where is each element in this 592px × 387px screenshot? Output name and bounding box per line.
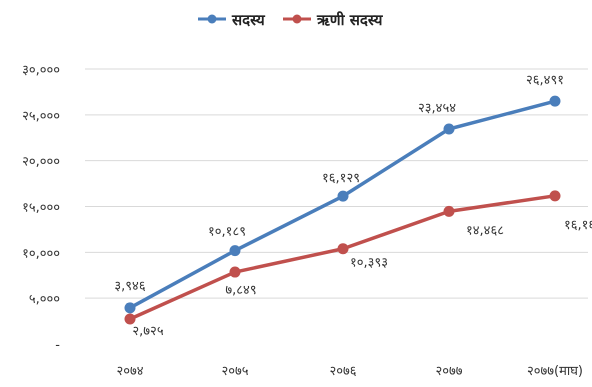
y-tick-label: ५,००० [29,292,60,307]
data-label: १६,१२९ [322,171,360,186]
y-tick-label: १५,००० [22,201,60,216]
x-axis-ticks: २०७४ २०७५ २०७६ २०७७ २०७७(माघ) [116,364,583,379]
legend-item-members: सदस्य [198,11,266,29]
data-point [229,266,241,278]
data-point [549,190,561,202]
legend-marker-members [207,14,217,24]
data-point [337,190,349,202]
y-tick-label: १०,००० [22,246,60,261]
data-point [124,313,136,325]
series-borrowers: २,७२५ ७,८४९ १०,३९३ १४,४६८ १६,१६४ [124,190,592,339]
data-label: २३,४५४ [418,101,456,116]
data-point [443,123,455,135]
data-point [229,245,241,257]
legend-item-borrowers: ऋणी सदस्य [283,11,384,29]
data-point [443,205,455,217]
y-tick-label: ३०,००० [22,63,60,78]
y-tick-label: २५,००० [22,109,60,124]
x-tick-label: २०७७(माघ) [527,364,583,379]
legend-label-members: सदस्य [231,11,266,29]
gridlines [85,68,588,299]
y-tick-label: २०,००० [22,155,60,170]
data-label: ७,८४९ [225,283,256,298]
data-label: ३,९४६ [114,279,145,294]
data-point [124,302,136,314]
x-tick-label: २०७४ [116,364,143,379]
x-tick-label: २०७५ [221,364,248,379]
legend-label-borrowers: ऋणी सदस्य [316,11,384,29]
y-tick-label: - [55,338,60,353]
data-label: १४,४६८ [466,223,504,238]
data-label: १६,१६४ [564,218,592,233]
data-point [337,243,349,255]
legend-marker-borrowers [292,14,302,24]
y-axis-ticks: - ५,००० १०,००० १५,००० २०,००० २५,००० ३०,००० [22,63,60,353]
series-line [129,194,556,321]
x-tick-label: २०७६ [329,364,356,379]
data-label: १०,३९३ [350,256,388,271]
legend: सदस्य ऋणी सदस्य [198,11,384,29]
data-label: २६,४९१ [526,73,564,88]
data-point [549,95,561,107]
data-label: २,७२५ [132,324,163,339]
x-tick-label: २०७७ [435,364,462,379]
data-label: १०,१८९ [208,225,246,240]
series-group: ३,९४६ १०,१८९ १६,१२९ २३,४५४ २६,४९१ २,७२५ ७,८४९ १… [114,73,592,339]
series-members: ३,९४६ १०,१८९ १६,१२९ २३,४५४ २६,४९१ [114,73,564,314]
